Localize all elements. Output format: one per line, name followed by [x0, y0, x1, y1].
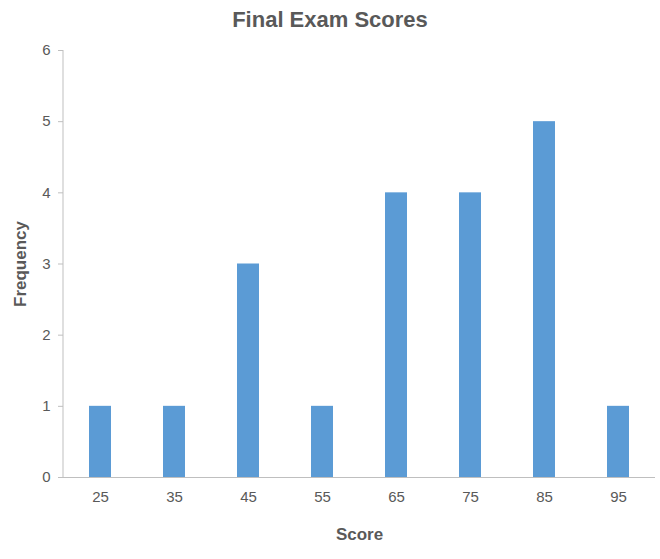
svg-text:0: 0 — [42, 468, 50, 485]
svg-text:45: 45 — [240, 488, 257, 505]
svg-text:Frequency: Frequency — [11, 220, 30, 307]
svg-text:75: 75 — [462, 488, 479, 505]
svg-text:65: 65 — [388, 488, 405, 505]
svg-text:3: 3 — [42, 255, 50, 272]
svg-text:35: 35 — [166, 488, 183, 505]
svg-text:4: 4 — [42, 184, 50, 201]
svg-text:25: 25 — [92, 488, 109, 505]
svg-text:6: 6 — [42, 41, 50, 58]
html-text:Final Exam Scores: Final Exam Scores — [232, 7, 428, 32]
svg-text:5: 5 — [42, 112, 50, 129]
svg-text:1: 1 — [42, 397, 50, 414]
svg-text:Score: Score — [336, 525, 383, 544]
svg-text:55: 55 — [314, 488, 331, 505]
svg-text:85: 85 — [536, 488, 553, 505]
svg-text:2: 2 — [42, 326, 50, 343]
svg-text:95: 95 — [610, 488, 627, 505]
